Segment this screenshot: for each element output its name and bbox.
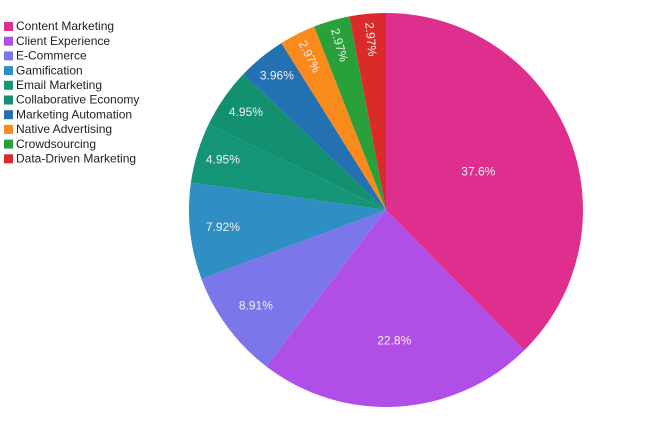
legend-swatch [4,124,13,134]
slice-label: 37.6% [461,164,495,178]
slice-label: 8.91% [239,299,273,313]
slice-label: 4.95% [229,105,263,119]
legend-swatch [4,22,13,31]
pie-slice [190,124,386,210]
legend-swatch [4,36,13,46]
legend-swatch [4,80,13,90]
pie-slice [201,210,386,367]
slice-label: 3.96% [260,68,294,82]
legend-label: Content Marketing [16,19,114,33]
legend-label: Email Marketing [16,78,102,92]
pie-slice [349,13,386,210]
legend-label: Client Experience [16,34,110,48]
slice-label: 4.95% [206,152,240,166]
legend-label: Marketing Automation [16,107,132,121]
legend-swatch [4,139,13,149]
legend-swatch [4,51,13,61]
legend-swatch [4,66,13,76]
legend-swatch [4,110,13,120]
legend-label: Data-Driven Marketing [16,151,136,165]
pie-slice [243,43,386,210]
slice-label: 2.97% [362,22,379,58]
pie-slice [386,13,583,351]
legend-label: Gamification [16,63,83,77]
legend-swatch [4,154,13,164]
pie-slice [208,73,386,210]
pie-slice [281,26,386,211]
pie-slice [189,182,386,279]
legend-label: Crowdsourcing [16,137,96,151]
pie-slice [266,210,525,407]
pie-slice [314,16,386,211]
legend-swatch [4,95,13,105]
legend-label: Collaborative Economy [16,93,139,107]
slice-label: 7.92% [206,220,240,234]
slice-label: 22.8% [377,334,411,348]
legend-label: Native Advertising [16,122,112,136]
legend-label: E-Commerce [16,49,87,63]
